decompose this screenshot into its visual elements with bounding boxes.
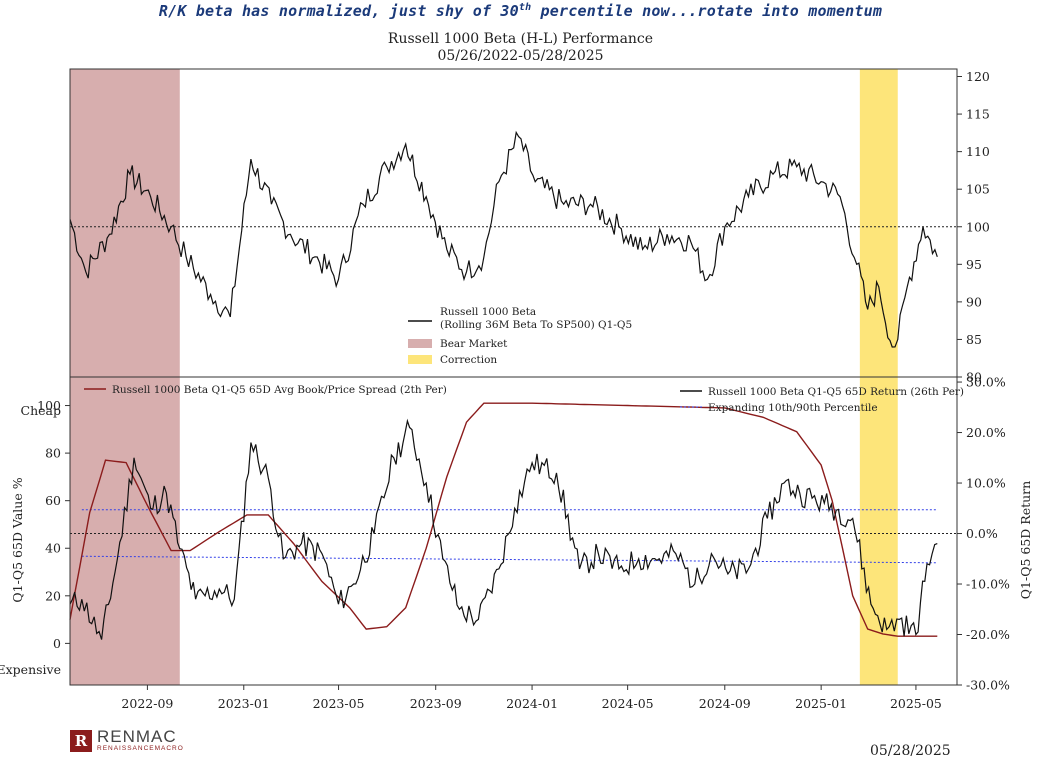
x-tick-label: 2025-01 [795,696,847,711]
bottom-panel-frame [69,376,958,686]
top-y-tick-label: 80 [966,370,982,385]
logo-brand-sub: RENAISSANCEMACRO [97,745,184,752]
top-y-tick-label: 85 [966,332,982,347]
legend-spread-label: Russell 1000 Beta Q1-Q5 65D Avg Book/Pri… [112,384,447,396]
right-y-tick-label: -10.0% [966,577,1010,592]
right-y-tick-label: 30.0% [966,375,1006,390]
logo-brand: RENMAC [97,727,177,746]
x-tick-label: 2022-09 [121,696,173,711]
legend-correction-label: Correction [440,354,497,366]
legend-correction-swatch [408,355,432,364]
left-axis-expensive-note: Expensive [0,662,61,677]
right-y-tick-label: 0.0% [966,526,998,541]
right-axis-label: Q1-Q5 65D Return [1018,481,1033,599]
top-series-beta-performance-line [69,130,938,348]
legend-percentile-label: Expanding 10th/90th Percentile [708,402,878,414]
top-y-tick-label: 105 [966,182,990,197]
top-y-tick-label: 110 [966,144,990,159]
top-y-tick-label: 95 [966,257,982,272]
legend-beta-label: Russell 1000 Beta [440,306,536,318]
x-tick-label: 2024-05 [602,696,654,711]
left-y-tick-label: 20 [45,588,61,603]
right-y-tick-label: 10.0% [966,476,1006,491]
renmac-logo: R RENMAC RENAISSANCEMACRO [70,727,184,752]
right-y-tick-label: -30.0% [966,678,1010,693]
headline: R/K beta has normalized, just shy of 30t… [158,2,883,20]
legend-return-label: Russell 1000 Beta Q1-Q5 65D Return (26th… [708,386,964,398]
top-y-tick-label: 100 [966,219,990,234]
x-tick-label: 2023-05 [313,696,365,711]
right-y-tick-label: -20.0% [966,627,1010,642]
legend-beta-label-2: (Rolling 36M Beta To SP500) Q1-Q5 [440,319,632,331]
x-tick-label: 2023-09 [410,696,462,711]
return-65d-line [69,418,938,640]
x-tick-label: 2025-05 [890,696,942,711]
book-price-spread-line [69,402,938,637]
left-y-tick-label: 60 [45,493,61,508]
legend-bear-swatch [408,339,432,348]
top-y-tick-label: 115 [966,107,990,122]
left-y-tick-label: 0 [53,636,61,651]
logo-mark-icon: R [70,729,92,752]
x-tick-label: 2024-01 [506,696,558,711]
chart-subtitle: 05/26/2022-05/28/2025 [437,48,604,64]
chart-title: Russell 1000 Beta (H-L) Performance [387,31,654,47]
top-y-tick-label: 120 [966,69,990,84]
percentile-10th-line [81,555,938,564]
left-y-tick-label: 40 [45,541,61,556]
left-y-tick-label: 100 [37,398,61,413]
left-axis-cheap-note: Cheap [21,403,61,418]
x-tick-label: 2024-09 [699,696,751,711]
top-y-tick-label: 90 [966,294,982,309]
left-axis-label: Q1-Q5 65D Value % [10,477,25,602]
right-y-tick-label: 20.0% [966,425,1006,440]
x-tick-label: 2023-01 [218,696,270,711]
legend-bear-label: Bear Market [440,338,508,350]
left-y-tick-label: 80 [45,446,61,461]
footer-date: 05/28/2025 [870,743,951,759]
